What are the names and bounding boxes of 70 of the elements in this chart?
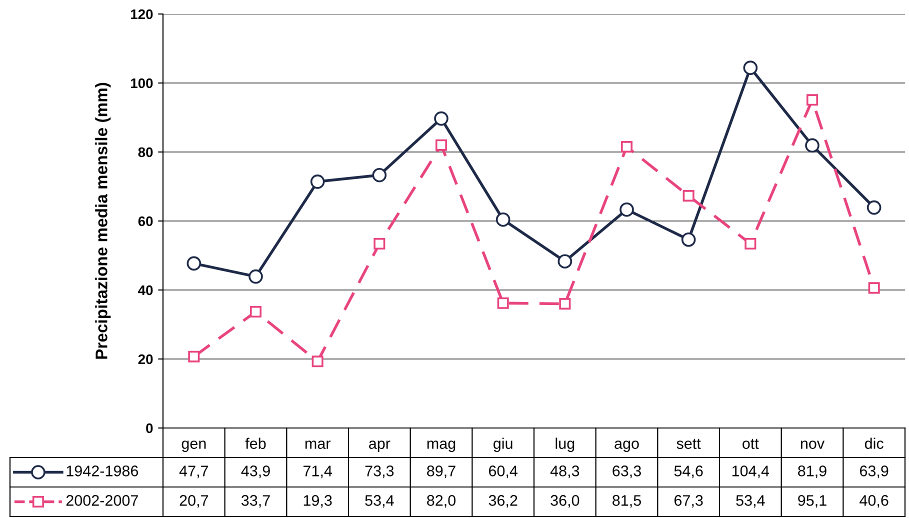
y-tick-label: 40 <box>138 285 153 296</box>
data-label: 82,0 <box>427 495 456 508</box>
point <box>250 306 262 318</box>
data-label: 63,9 <box>860 466 888 478</box>
point <box>188 350 200 362</box>
point <box>743 60 758 75</box>
data-label: 53,4 <box>365 495 394 508</box>
data-label: 89,7 <box>427 466 456 478</box>
y-tick-label: 0 <box>146 423 153 434</box>
data-label: 48,3 <box>550 466 580 478</box>
point <box>866 200 882 215</box>
y-tick-label: 120 <box>130 9 153 20</box>
y-tick-label: 20 <box>138 354 153 364</box>
data-label: 60,4 <box>488 466 518 478</box>
y-tick-label: 60 <box>138 216 153 226</box>
point <box>558 254 572 269</box>
x-tick-label: mag <box>427 440 456 452</box>
point <box>559 298 571 310</box>
data-label: 54,6 <box>674 466 703 478</box>
y-tick-label: 100 <box>130 78 153 88</box>
point <box>374 238 386 250</box>
point <box>868 282 880 294</box>
data-label: 40,6 <box>860 495 888 508</box>
point <box>805 138 820 153</box>
point <box>186 256 202 271</box>
point <box>248 269 263 284</box>
x-tick-label: gen <box>182 440 206 452</box>
data-label: 67,3 <box>674 495 703 508</box>
x-tick-label: sett <box>676 438 701 449</box>
y-tick-label: 80 <box>138 147 153 158</box>
data-label: 33,7 <box>241 495 270 508</box>
point <box>496 212 510 227</box>
data-label: 71,4 <box>304 466 332 478</box>
data-label: 43,9 <box>241 466 270 478</box>
point <box>620 202 634 217</box>
point <box>310 174 325 189</box>
x-tick-label: lug <box>556 438 574 452</box>
legend-label: 2002-2007 <box>66 495 138 506</box>
data-label: 95,1 <box>798 495 826 508</box>
data-label: 53,4 <box>736 495 765 508</box>
x-tick-label: dic <box>864 438 884 449</box>
data-label: 36,0 <box>550 495 580 508</box>
data-label: 20,7 <box>180 495 208 508</box>
legend-label: 1942-1986 <box>66 466 138 476</box>
point <box>681 232 696 247</box>
data-label: 73,3 <box>365 466 394 478</box>
x-tick-label: giu <box>494 438 512 452</box>
point <box>682 190 694 202</box>
point <box>312 356 324 368</box>
x-tick-label: apr <box>369 440 390 452</box>
data-label: 81,9 <box>798 466 826 478</box>
y-axis-title: Precipitazione media mensile (mm) <box>95 82 111 359</box>
point <box>620 141 633 153</box>
data-label: 104,4 <box>732 466 770 478</box>
point <box>497 297 509 309</box>
data-label: 63,3 <box>612 466 641 478</box>
x-tick-label: nov <box>800 440 825 449</box>
point <box>372 168 387 182</box>
data-label: 19,3 <box>304 495 332 508</box>
x-tick-label: ott <box>742 438 759 449</box>
data-label: 36,2 <box>488 495 518 508</box>
point <box>806 94 818 106</box>
x-tick-label: feb <box>245 438 266 449</box>
x-tick-label: ago <box>614 440 639 452</box>
point <box>434 111 448 126</box>
data-label: 47,7 <box>179 466 208 478</box>
point <box>744 238 756 250</box>
data-label: 81,5 <box>612 495 641 508</box>
x-tick-label: mar <box>305 440 330 449</box>
point <box>435 139 448 151</box>
